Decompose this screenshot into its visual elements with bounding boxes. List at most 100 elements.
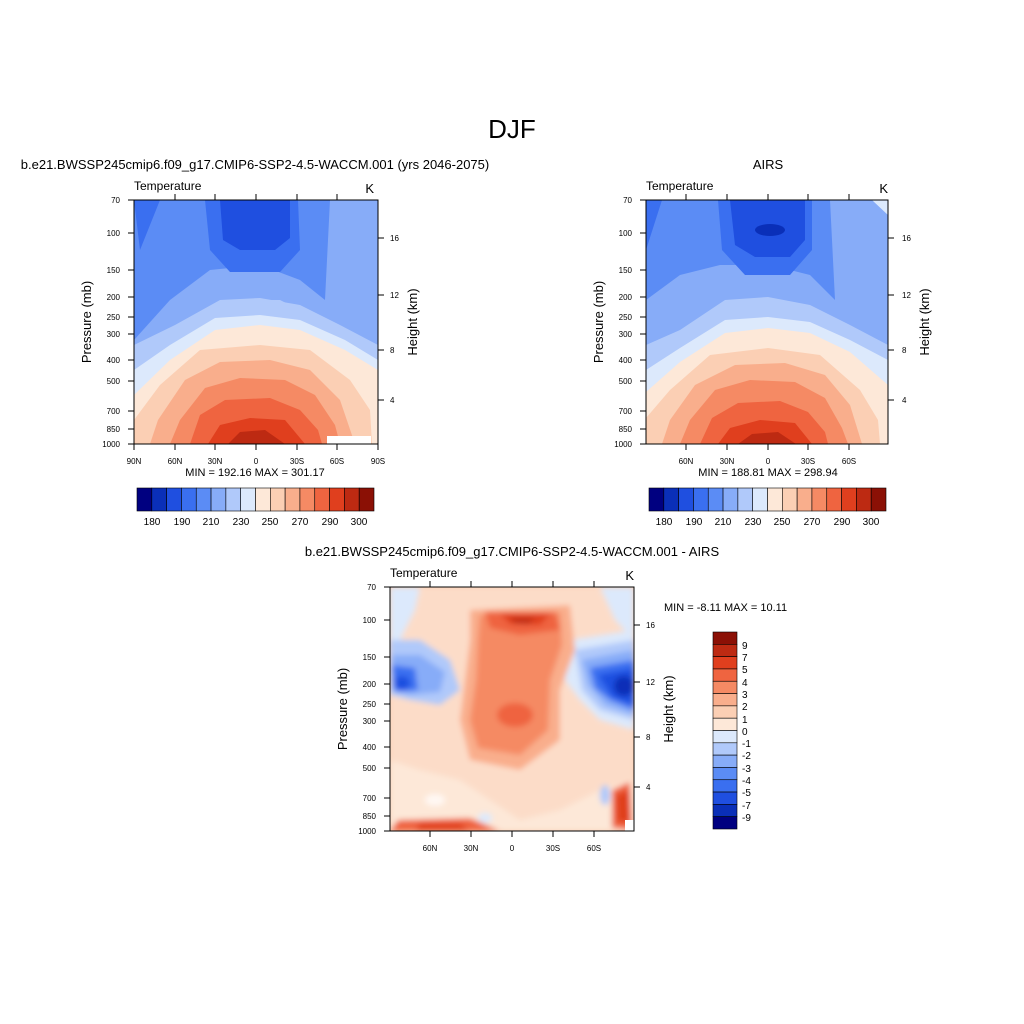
colorbar-labels: 9 7 5 4 3 2 1 0 -1 -2 -3 -4 -5 -7 -9 <box>742 641 751 824</box>
colorbar-swatch <box>796 487 813 512</box>
colorbar-label: 9 <box>742 641 748 652</box>
colorbar-label: 190 <box>686 517 703 528</box>
y-axis-ticks: 70 100 150 200 250 300 400 500 700 850 1… <box>358 583 376 836</box>
height-tick-label: 4 <box>646 783 651 792</box>
colorbar-swatch <box>712 779 738 793</box>
y-axis-right-label: Height (km) <box>405 288 420 355</box>
height-tick-label: 8 <box>390 346 395 355</box>
colorbar-label: 210 <box>203 517 220 528</box>
colorbar-label: 7 <box>742 653 748 664</box>
y-tick-label: 70 <box>367 583 376 592</box>
height-tick-label: 12 <box>902 291 911 300</box>
height-tick-label: 16 <box>902 234 911 243</box>
colorbar-swatch <box>166 487 182 512</box>
colorbar-swatch <box>752 487 768 512</box>
colorbar-swatch <box>225 487 241 512</box>
colorbar-label: 180 <box>144 517 161 528</box>
colorbar-label: 230 <box>745 517 762 528</box>
colorbar-label: 2 <box>742 702 748 713</box>
colorbar-swatch <box>712 631 738 645</box>
colorbar-label: 300 <box>351 517 368 528</box>
colorbar-swatch <box>870 487 887 512</box>
height-tick-label: 12 <box>646 678 655 687</box>
y-axis-right-label: Height (km) <box>917 288 932 355</box>
y-tick-label: 70 <box>623 196 632 205</box>
colorbar-swatch <box>707 487 724 512</box>
panel-left-label: Temperature <box>134 179 202 193</box>
colorbar-swatch <box>648 487 665 512</box>
panel-right-label: K <box>365 181 374 196</box>
y-tick-label: 70 <box>111 196 120 205</box>
colorbar-swatch <box>712 754 738 768</box>
colorbar-swatch <box>712 644 738 657</box>
colorbar-swatch <box>329 487 345 512</box>
x-tick-label: 60N <box>168 457 183 466</box>
y-tick-label: 850 <box>107 425 121 434</box>
height-ticks: 16 12 8 4 <box>646 621 655 792</box>
y-axis-label: Pressure (mb) <box>79 281 94 363</box>
panel-difference: b.e21.BWSSP245cmip6.f09_g17.CMIP6-SSP2-4… <box>305 544 787 853</box>
colorbar-label: 210 <box>715 517 732 528</box>
y-tick-label: 250 <box>619 313 633 322</box>
x-tick-label: 30N <box>720 457 735 466</box>
colorbar-airs <box>648 487 887 512</box>
colorbar-swatch <box>856 487 872 512</box>
colorbar-swatch <box>826 487 842 512</box>
y-tick-label: 400 <box>363 743 377 752</box>
stats-text: MIN = 192.16 MAX = 301.17 <box>185 467 324 479</box>
colorbar-label: 180 <box>656 517 673 528</box>
height-tick-label: 12 <box>390 291 399 300</box>
contour-field <box>646 200 888 444</box>
page-title: DJF <box>488 114 536 144</box>
colorbar-swatch <box>195 487 212 512</box>
x-axis-ticks: 60N 30N 0 30S 60S <box>423 844 601 853</box>
colorbar-swatch <box>299 487 316 512</box>
y-tick-label: 200 <box>107 293 121 302</box>
stats-text: MIN = -8.11 MAX = 10.11 <box>664 602 787 614</box>
colorbar-swatch <box>782 487 798 512</box>
colorbar-label: -4 <box>742 776 751 787</box>
colorbar-swatch <box>712 730 738 744</box>
colorbar-swatch <box>151 487 167 512</box>
colorbar-label: 250 <box>774 517 791 528</box>
y-tick-label: 1000 <box>358 827 376 836</box>
colorbar-model <box>136 487 375 512</box>
colorbar-label: -3 <box>742 764 751 775</box>
y-tick-label: 700 <box>619 407 633 416</box>
y-tick-label: 300 <box>107 330 121 339</box>
colorbar-swatch <box>663 487 679 512</box>
colorbar-label: 230 <box>233 517 250 528</box>
x-axis-ticks: 60N 30N 0 30S 60S <box>679 457 856 466</box>
colorbar-swatch <box>841 487 857 512</box>
colorbar-swatch <box>255 487 271 512</box>
colorbar-swatch <box>712 767 738 781</box>
colorbar-swatch <box>712 804 738 817</box>
y-tick-label: 100 <box>619 229 633 238</box>
colorbar-label: -2 <box>742 751 751 762</box>
y-tick-label: 850 <box>363 812 377 821</box>
height-tick-label: 16 <box>646 621 655 630</box>
colorbar-label: 5 <box>742 665 748 676</box>
x-tick-label: 30S <box>801 457 815 466</box>
colorbar-label: -7 <box>742 801 751 812</box>
colorbar-label: -9 <box>742 813 751 824</box>
y-tick-label: 700 <box>363 794 377 803</box>
colorbar-swatch <box>678 487 694 512</box>
y-tick-label: 200 <box>619 293 633 302</box>
x-axis-ticks: 90N 60N 30N 0 30S 60S 90S <box>127 457 385 466</box>
colorbar-swatch <box>712 791 738 805</box>
colorbar-label: -1 <box>742 739 751 750</box>
y-tick-label: 250 <box>107 313 121 322</box>
y-tick-label: 400 <box>619 356 633 365</box>
panel-title: AIRS <box>753 157 784 172</box>
height-tick-label: 4 <box>902 396 907 405</box>
panel-title: b.e21.BWSSP245cmip6.f09_g17.CMIP6-SSP2-4… <box>305 544 720 559</box>
y-axis-ticks: 70 100 150 200 250 300 400 500 700 850 1… <box>102 196 120 449</box>
colorbar-swatch <box>344 487 360 512</box>
y-tick-label: 500 <box>619 377 633 386</box>
height-ticks: 16 12 8 4 <box>902 234 911 405</box>
colorbar-swatch <box>712 693 738 707</box>
colorbar-label: 290 <box>322 517 339 528</box>
panel-title: b.e21.BWSSP245cmip6.f09_g17.CMIP6-SSP2-4… <box>21 157 489 172</box>
x-tick-label: 30N <box>464 844 479 853</box>
